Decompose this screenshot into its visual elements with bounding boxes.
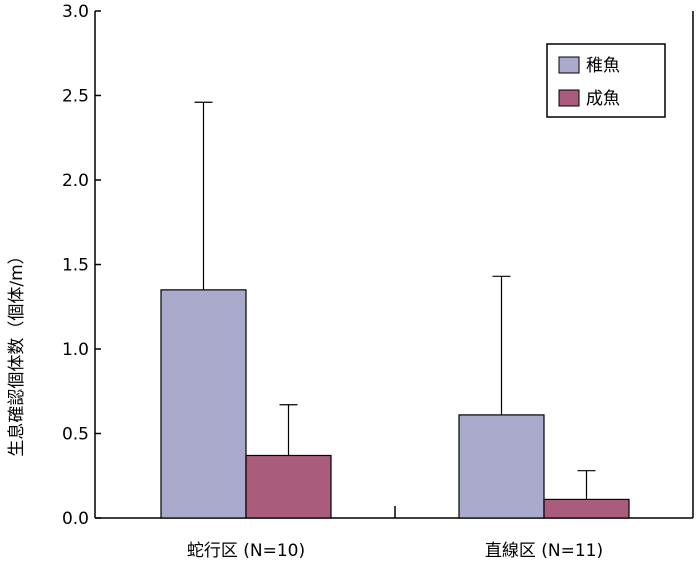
y-tick-label: 1.0 [62,340,89,360]
y-tick-label: 1.5 [62,256,89,276]
y-tick-label: 3.0 [62,2,89,22]
bar [543,498,630,519]
bar [458,414,545,519]
plot-area: 0.0 0.5 1.0 1.5 2.0 2.5 3.0 蛇行区 (N=10) 直線区 (N=11… [62,2,694,561]
y-tick-label: 2.5 [62,87,89,107]
y-tick-label: 2.0 [62,171,89,191]
legend-label-adult: 成魚 [586,89,620,109]
bar [160,289,247,519]
x-category-label: 蛇行区 (N=10) [187,541,305,561]
y-tick-label: 0.0 [62,509,89,529]
legend: 稚魚 成魚 [546,43,666,118]
y-tick-label: 0.5 [62,425,89,445]
bar [245,454,332,519]
legend-swatch-adult [558,89,580,107]
y-axis-title: 生息確認個体数（個体/m） [7,247,27,456]
x-category-label: 直線区 (N=11) [485,541,603,561]
legend-swatch-juvenile [558,56,580,74]
legend-label-juvenile: 稚魚 [586,56,620,76]
